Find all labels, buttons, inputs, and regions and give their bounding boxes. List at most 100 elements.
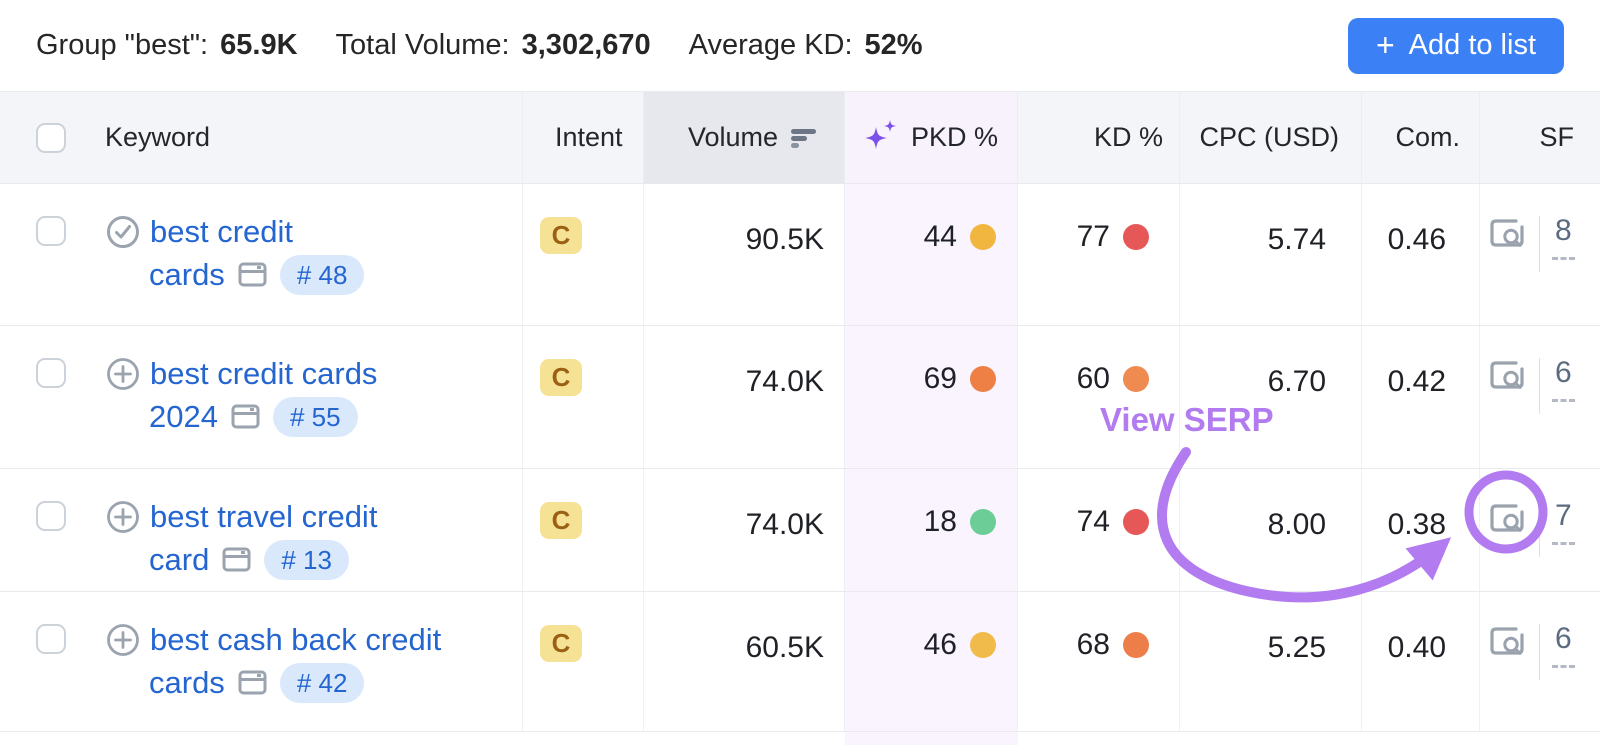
- position-badge: # 48: [279, 254, 365, 295]
- kd-value: 60: [1076, 362, 1110, 395]
- average-kd-label: Average KD:: [688, 29, 853, 61]
- average-kd-value: 52%: [864, 29, 923, 61]
- com-value: 0.38: [1362, 469, 1480, 591]
- table-bottom-strip: [0, 731, 1600, 745]
- group-value: 65.9K: [220, 29, 298, 61]
- sf-divider: [1539, 501, 1540, 557]
- kd-value: 74: [1076, 505, 1110, 538]
- position-badge: # 13: [264, 539, 349, 580]
- keyword-link[interactable]: best credit: [150, 214, 294, 249]
- keyword-link[interactable]: best credit cards: [150, 356, 378, 391]
- view-serp-icon[interactable]: [1487, 356, 1527, 396]
- ai-sparkle-icon: [864, 119, 896, 149]
- sf-divider: [1539, 216, 1540, 272]
- volume-value: 90.5K: [644, 184, 845, 325]
- add-to-list-label: Add to list: [1408, 29, 1536, 61]
- pkd-header-label: PKD %: [910, 122, 998, 152]
- pkd-value: 44: [923, 220, 957, 253]
- summary-bar: Group "best": 65.9K Total Volume: 3,302,…: [0, 0, 1600, 92]
- table-row: best credit cards 2024 # 55 C 74.0K 69 6…: [0, 325, 1600, 468]
- keyword-link[interactable]: best cash back credit: [150, 622, 442, 657]
- column-header-sf[interactable]: SF: [1480, 92, 1600, 183]
- group-label: Group "best":: [36, 29, 209, 61]
- sf-count[interactable]: 6: [1552, 622, 1575, 668]
- intent-badge-commercial: C: [540, 502, 582, 539]
- table-row: best credit cards # 48 C 90.5K 44 77 5.7…: [0, 183, 1600, 325]
- pkd-difficulty-dot: [970, 366, 996, 392]
- keyword-link[interactable]: best travel credit: [150, 499, 378, 534]
- column-header-com[interactable]: Com.: [1362, 92, 1480, 183]
- volume-value: 74.0K: [644, 469, 845, 591]
- total-volume-label: Total Volume:: [335, 29, 510, 61]
- row-checkbox[interactable]: [36, 216, 66, 246]
- row-checkbox[interactable]: [36, 501, 66, 531]
- kd-difficulty-dot: [1123, 632, 1149, 658]
- kd-difficulty-dot: [1123, 224, 1149, 250]
- total-volume-stat: Total Volume: 3,302,670: [336, 29, 651, 62]
- pkd-value: 18: [923, 505, 957, 538]
- plus-circle-icon[interactable]: [105, 622, 141, 658]
- position-badge: # 42: [279, 662, 365, 703]
- group-stat: Group "best": 65.9K: [36, 29, 298, 62]
- serp-page-icon[interactable]: [237, 260, 268, 289]
- table-header: Keyword Intent Volume PKD % KD % CPC (US…: [0, 92, 1600, 183]
- keyword-cell: best credit cards 2024 # 55: [90, 326, 523, 468]
- cpc-value: 8.00: [1180, 469, 1362, 591]
- serp-page-icon[interactable]: [221, 545, 252, 574]
- view-serp-icon-highlighted[interactable]: [1487, 499, 1527, 539]
- check-circle-icon[interactable]: [105, 214, 141, 250]
- position-badge: # 55: [272, 396, 358, 437]
- intent-badge-commercial: C: [540, 625, 582, 662]
- pkd-difficulty-dot: [970, 224, 996, 250]
- volume-value: 60.5K: [644, 592, 845, 733]
- kd-header-label: KD %: [1093, 122, 1163, 152]
- total-volume-value: 3,302,670: [521, 29, 651, 61]
- pkd-value: 69: [923, 362, 957, 395]
- intent-badge-commercial: C: [540, 217, 582, 254]
- pkd-value: 46: [923, 628, 957, 661]
- com-header-label: Com.: [1395, 122, 1460, 152]
- cpc-value: 5.25: [1180, 592, 1362, 733]
- keyword-cell: best cash back credit cards # 42: [90, 592, 523, 733]
- plus-circle-icon[interactable]: [105, 499, 141, 535]
- com-value: 0.42: [1362, 326, 1480, 468]
- view-serp-icon[interactable]: [1487, 622, 1527, 662]
- keyword-link-line2[interactable]: 2024: [149, 399, 218, 434]
- plus-circle-icon[interactable]: [105, 356, 141, 392]
- row-checkbox[interactable]: [36, 358, 66, 388]
- kd-difficulty-dot: [1123, 509, 1149, 535]
- cpc-value: 6.70: [1180, 326, 1362, 468]
- com-value: 0.40: [1362, 592, 1480, 733]
- sort-descending-icon: [791, 128, 816, 148]
- plus-icon: +: [1375, 26, 1395, 63]
- sf-divider: [1539, 358, 1540, 414]
- cpc-header-label: CPC (USD): [1199, 122, 1340, 152]
- column-header-volume[interactable]: Volume: [644, 92, 845, 183]
- kd-value: 77: [1076, 220, 1110, 253]
- sf-count[interactable]: 7: [1552, 499, 1575, 545]
- sf-count[interactable]: 8: [1552, 214, 1575, 260]
- volume-value: 74.0K: [644, 326, 845, 468]
- volume-header-label: Volume: [687, 122, 778, 152]
- serp-page-icon[interactable]: [237, 668, 268, 697]
- select-all-checkbox[interactable]: [36, 122, 66, 153]
- column-header-pkd[interactable]: PKD %: [845, 92, 1018, 183]
- keyword-link-line2[interactable]: card: [149, 542, 210, 577]
- kd-value: 68: [1076, 628, 1110, 661]
- column-header-kd[interactable]: KD %: [1018, 92, 1180, 183]
- add-to-list-button[interactable]: + Add to list: [1347, 17, 1564, 74]
- intent-badge-commercial: C: [540, 359, 582, 396]
- serp-page-icon[interactable]: [230, 402, 261, 431]
- keyword-link-line2[interactable]: cards: [149, 257, 225, 292]
- sf-header-label: SF: [1539, 122, 1574, 152]
- row-checkbox[interactable]: [36, 624, 66, 654]
- table-row: best cash back credit cards # 42 C 60.5K…: [0, 591, 1600, 733]
- table-row: best travel credit card # 13 C 74.0K 18 …: [0, 468, 1600, 591]
- column-header-cpc[interactable]: CPC (USD): [1180, 92, 1362, 183]
- com-value: 0.46: [1362, 184, 1480, 325]
- view-serp-icon[interactable]: [1487, 214, 1527, 254]
- sf-count[interactable]: 6: [1552, 356, 1575, 402]
- keyword-cell: best credit cards # 48: [90, 184, 523, 325]
- keyword-link-line2[interactable]: cards: [149, 665, 225, 700]
